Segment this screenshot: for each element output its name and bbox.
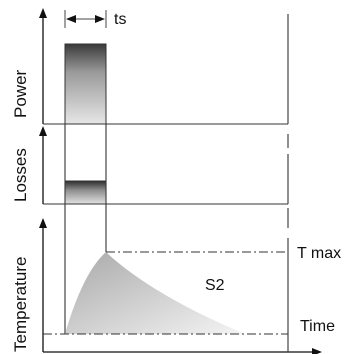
losses-label: Losses (11, 148, 30, 202)
power-axis-arrow-icon (39, 8, 47, 18)
temperature-axis-arrow-icon (39, 218, 47, 228)
losses-axis-arrow-icon (39, 126, 47, 136)
pulse-width-label: ts (114, 11, 126, 28)
losses-pulse-block (64, 180, 107, 205)
duty-type-label: S2 (205, 277, 225, 294)
time-axis-arrow-icon (312, 348, 322, 354)
losses-panel: Losses (11, 124, 289, 205)
power-pulse-block (64, 43, 107, 125)
time-axis-label: Time (300, 318, 335, 335)
temperature-panel: T max S2 Time Temperature (11, 204, 341, 354)
pulse-width-arrow-right-icon (95, 15, 105, 23)
power-panel: Power (11, 8, 289, 125)
temperature-curve-area (65, 252, 245, 334)
pulse-width-dimension: ts (64, 10, 126, 28)
tmax-label: T max (297, 245, 341, 262)
temperature-label: Temperature (11, 257, 30, 352)
pulse-width-arrow-left-icon (66, 15, 76, 23)
power-label: Power (11, 69, 30, 118)
